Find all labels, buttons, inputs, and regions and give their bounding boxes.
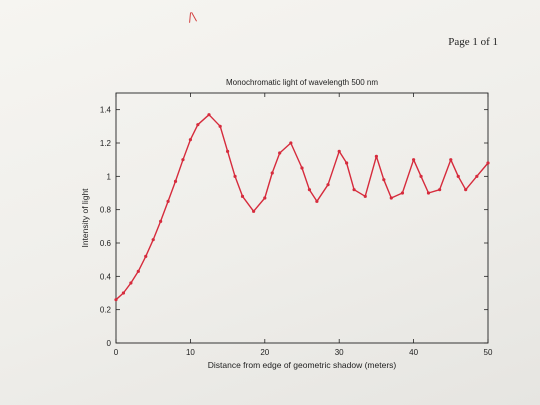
data-point — [438, 188, 442, 192]
data-point — [252, 209, 256, 213]
y-tick-label: 1.4 — [100, 106, 112, 115]
data-point — [449, 158, 453, 162]
data-point — [207, 113, 211, 117]
data-point — [173, 179, 178, 183]
data-point — [159, 219, 163, 223]
data-point — [475, 174, 479, 178]
data-point — [426, 191, 431, 195]
data-point — [226, 149, 230, 153]
data-point — [270, 171, 274, 175]
y-axis: 0 0.2 0.4 0.6 0.8 1 1.2 1.4 — [100, 106, 488, 348]
data-point — [129, 281, 133, 285]
y-tick-label: 0 — [107, 339, 112, 348]
data-point — [263, 196, 267, 200]
data-point — [307, 188, 312, 192]
data-point — [363, 194, 367, 198]
data-point — [326, 183, 330, 187]
data-point — [121, 291, 126, 295]
data-point — [412, 158, 416, 162]
x-tick-label: 20 — [260, 348, 269, 357]
intensity-series-points — [114, 113, 490, 302]
y-tick-label: 0.6 — [100, 239, 112, 248]
data-point — [456, 174, 460, 178]
y-axis-label: Intensity of light — [80, 188, 90, 248]
data-point — [114, 298, 118, 302]
data-point — [400, 191, 405, 195]
x-tick-label: 30 — [335, 348, 344, 357]
data-point — [218, 124, 222, 128]
x-axis-label: Distance from edge of geometric shadow (… — [208, 360, 397, 370]
x-tick-label: 40 — [409, 348, 418, 357]
page-number-label: Page 1 of 1 — [448, 36, 498, 48]
data-point — [337, 149, 341, 153]
data-point — [278, 151, 282, 155]
data-point — [196, 123, 200, 127]
y-tick-label: 1 — [107, 172, 112, 181]
y-tick-label: 0.8 — [100, 206, 112, 215]
data-point — [419, 174, 423, 178]
x-tick-label: 10 — [186, 348, 195, 357]
y-tick-label: 1.2 — [100, 139, 112, 148]
x-tick-label: 50 — [484, 348, 493, 357]
data-point — [382, 178, 386, 182]
intensity-series-line — [115, 113, 489, 301]
data-point — [389, 196, 393, 200]
data-point — [144, 254, 148, 258]
data-point — [151, 238, 155, 242]
data-point — [352, 188, 356, 192]
data-point — [233, 174, 237, 178]
data-point — [166, 199, 170, 203]
data-point — [345, 161, 349, 165]
data-point — [289, 141, 293, 145]
data-point — [240, 194, 245, 198]
plot-frame — [115, 92, 489, 344]
x-tick-label: 0 — [114, 348, 119, 357]
data-point — [188, 138, 192, 142]
data-point — [181, 158, 185, 162]
data-point — [374, 154, 378, 158]
y-tick-label: 0.2 — [100, 306, 112, 315]
data-point — [315, 199, 319, 203]
data-point — [464, 188, 468, 192]
data-point — [136, 269, 140, 273]
data-point — [300, 166, 304, 170]
y-tick-label: 0.4 — [100, 272, 112, 281]
chart-title: Monochromatic light of wavelength 500 nm — [226, 78, 378, 87]
data-point — [486, 161, 490, 165]
x-axis: 0 10 20 30 40 50 — [114, 93, 493, 357]
